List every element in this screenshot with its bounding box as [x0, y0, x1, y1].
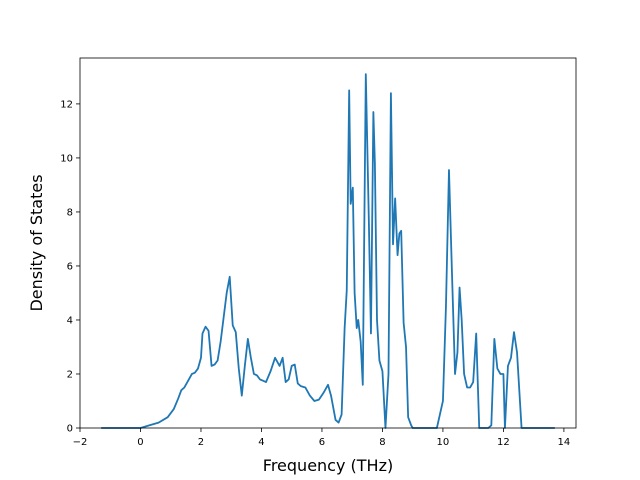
x-tick-label: 6: [319, 437, 325, 448]
y-tick-label: 2: [67, 369, 73, 380]
y-tick-label: 10: [60, 153, 73, 164]
x-tick-label: 4: [258, 437, 264, 448]
x-tick-label: 14: [558, 437, 571, 448]
y-tick-label: 0: [67, 424, 73, 435]
plot-content: [101, 73, 555, 429]
y-tick-label: 12: [60, 99, 73, 110]
y-tick-label: 6: [67, 261, 73, 272]
y-axis-label: Density of States: [27, 174, 46, 311]
y-tick-label: 8: [67, 207, 73, 218]
x-tick-label: −2: [73, 437, 88, 448]
x-tick-label: 2: [198, 437, 204, 448]
x-tick-label: 0: [137, 437, 143, 448]
x-axis-ticks: −2 0 2 4 6 8 10 12 14: [73, 428, 571, 448]
y-tick-label: 4: [67, 315, 73, 326]
x-tick-label: 10: [437, 437, 450, 448]
x-tick-label: 12: [497, 437, 510, 448]
y-axis-ticks: 0 2 4 6 8 10 12: [60, 99, 80, 435]
x-axis-label: Frequency (THz): [263, 456, 393, 475]
plot-frame: [79, 57, 577, 429]
dos-series-line: [101, 73, 555, 429]
plot-area: [80, 58, 576, 428]
x-tick-label: 8: [379, 437, 385, 448]
